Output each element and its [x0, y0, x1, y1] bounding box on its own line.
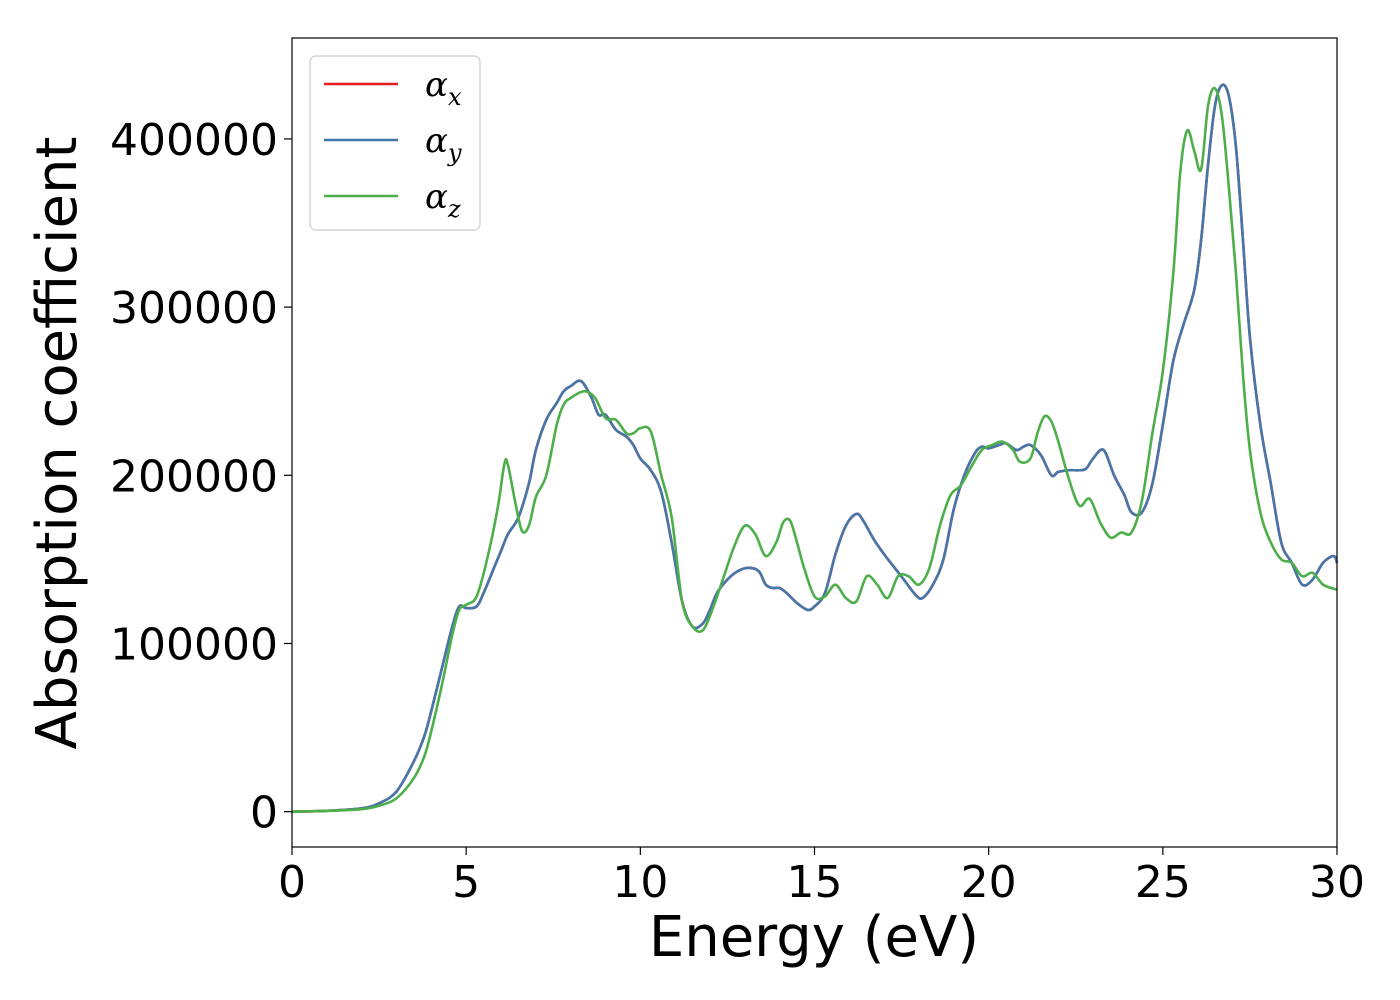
legend-label-y: αy	[425, 121, 462, 167]
y-axis-label: Absorption coefficient	[25, 137, 90, 750]
x-tick-label: 0	[278, 857, 306, 908]
legend-label-z: αz	[425, 177, 461, 223]
legend: αx αy αz	[309, 55, 481, 231]
x-tick-label: 20	[961, 857, 1017, 908]
y-tick-label: 0	[250, 788, 278, 839]
y-tick-label: 400000	[110, 115, 278, 166]
y-tick-label: 200000	[110, 451, 278, 502]
legend-label-x: αx	[425, 65, 462, 111]
x-tick-label: 30	[1309, 857, 1365, 908]
legend-box	[309, 55, 481, 231]
y-tick-label: 300000	[110, 283, 278, 334]
y-axis: 0 100000 200000 300000 400000	[110, 115, 292, 839]
x-tick-label: 15	[787, 857, 843, 908]
x-axis-label: Energy (eV)	[649, 905, 979, 970]
x-axis: 0 5 10 15 20 25 30	[278, 847, 1365, 908]
series-layer	[291, 83, 1339, 813]
series-line-z	[291, 86, 1338, 813]
x-tick-label: 25	[1135, 857, 1191, 908]
x-tick-label: 5	[452, 857, 480, 908]
x-tick-label: 10	[612, 857, 668, 908]
y-tick-label: 100000	[110, 619, 278, 670]
series-line-y	[291, 83, 1339, 813]
